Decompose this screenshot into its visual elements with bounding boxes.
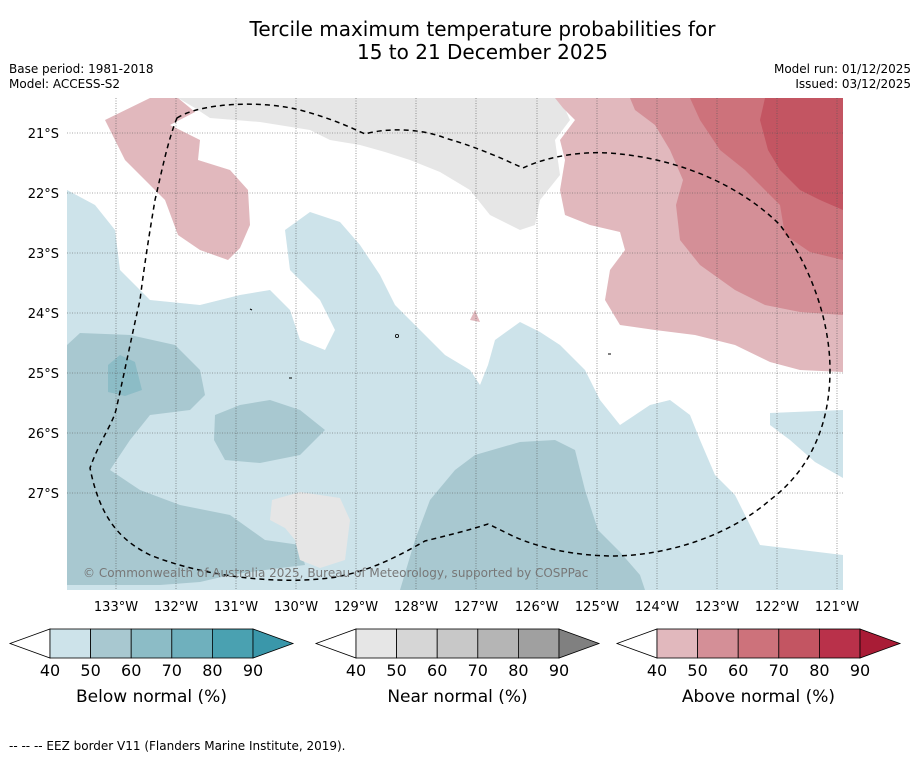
lat-label: 24°S: [28, 307, 59, 322]
issued-text: Issued: 03/12/2025: [795, 77, 911, 91]
above-normal-40-region-west: [105, 98, 250, 260]
colorbar-tick-label: 60: [427, 661, 447, 680]
lon-label: 129°W: [334, 600, 378, 615]
colorbar-segment: [656, 628, 698, 659]
model-info-left: Base period: 1981-2018 Model: ACCESS-S2: [9, 62, 154, 92]
colorbar-title: Near normal (%): [387, 687, 527, 707]
lon-label: 127°W: [454, 600, 498, 615]
colorbar-over-triangle: [859, 628, 902, 659]
colorbar-tick-label: 80: [202, 661, 222, 680]
lon-label: 126°W: [515, 600, 559, 615]
near-normal-region-south: [270, 492, 350, 568]
longitude-labels: 133°W 132°W 131°W 130°W 129°W 128°W 127°…: [94, 600, 859, 615]
title-line-1: Tercile maximum temperature probabilitie…: [249, 17, 716, 41]
colorbar-under-triangle: [314, 628, 357, 659]
colorbar-near: 40 50 60 70 80 90 Near normal (%): [314, 628, 601, 707]
colorbar-segment: [396, 628, 438, 659]
colorbar-tick-label: 40: [40, 661, 60, 680]
lon-label: 131°W: [214, 600, 258, 615]
colorbar-legends: 40 50 60 70 80 90 Below normal (%) 40 50 60 70 80 90…: [8, 628, 902, 707]
map-gridlines: [67, 98, 843, 590]
colorbar-tick-label: 70: [162, 661, 182, 680]
colorbar-tick-label: 80: [508, 661, 528, 680]
lat-label: 23°S: [28, 247, 59, 262]
colorbar-segment: [436, 628, 479, 659]
colorbar-segment: [90, 628, 132, 659]
colorbar-title: Below normal (%): [76, 687, 227, 707]
colorbar-segment: [518, 628, 560, 659]
colorbar-segment: [211, 628, 254, 659]
copyright-text: © Commonwealth of Australia 2025, Bureau…: [83, 566, 588, 580]
title-line-2: 15 to 21 December 2025: [356, 40, 608, 64]
colorbar-under-triangle: [8, 628, 51, 659]
colorbar-above: 40 50 60 70 80 90 Above normal (%): [615, 628, 902, 707]
lat-label: 25°S: [28, 367, 59, 382]
lat-label: 22°S: [28, 187, 59, 202]
colorbar-tick-label: 90: [850, 661, 870, 680]
below-normal-50-region-west: [67, 333, 305, 585]
colorbar-tick-label: 50: [80, 661, 100, 680]
model-info-right: Model run: 01/12/2025 Issued: 03/12/2025: [774, 62, 911, 92]
colorbar-segment: [477, 628, 519, 659]
lon-label: 133°W: [94, 600, 138, 615]
lon-label: 132°W: [154, 600, 198, 615]
latitude-labels: 21°S 22°S 23°S 24°S 25°S 26°S 27°S: [28, 127, 59, 502]
colorbar-segment: [49, 628, 91, 659]
below-normal-50-region-center: [214, 400, 325, 463]
colorbar-tick-label: 60: [121, 661, 141, 680]
eez-footnote: -- -- -- EEZ border V11 (Flanders Marine…: [9, 739, 346, 753]
colorbar-tick-label: 70: [769, 661, 789, 680]
model-run-text: Model run: 01/12/2025: [773, 62, 911, 76]
lat-label: 21°S: [28, 127, 59, 142]
colorbar-tick-label: 90: [549, 661, 569, 680]
colorbar-tick-label: 40: [346, 661, 366, 680]
lon-label: 130°W: [274, 600, 318, 615]
colorbar-segment: [697, 628, 739, 659]
colorbar-title: Above normal (%): [682, 687, 835, 707]
below-normal-50-region-south: [400, 440, 645, 590]
above-normal-70-region: [760, 98, 843, 210]
colorbar-tick-label: 90: [243, 661, 263, 680]
colorbar-tick-label: 50: [687, 661, 707, 680]
colorbar-tick-label: 60: [728, 661, 748, 680]
colorbar-tick-label: 80: [809, 661, 829, 680]
colorbar-over-triangle: [558, 628, 601, 659]
colorbar-segment: [819, 628, 861, 659]
base-period-text: Base period: 1981-2018: [9, 62, 154, 76]
eez-border-line: [89, 103, 831, 581]
colorbar-tick-label: 40: [647, 661, 667, 680]
below-normal-40-region: [67, 190, 843, 590]
below-normal-60-region: [108, 355, 142, 396]
map-title: Tercile maximum temperature probabilitie…: [0, 18, 919, 64]
colorbar-below: 40 50 60 70 80 90 Below normal (%): [8, 628, 295, 707]
colorbar-segment: [355, 628, 397, 659]
colorbar-tick-label: 50: [386, 661, 406, 680]
lon-label: 128°W: [394, 600, 438, 615]
colorbar-segment: [130, 628, 173, 659]
model-text: Model: ACCESS-S2: [9, 77, 121, 91]
lat-label: 27°S: [28, 487, 59, 502]
colorbar-over-triangle: [252, 628, 295, 659]
lon-label: 121°W: [815, 600, 859, 615]
colorbar-tick-label: 70: [468, 661, 488, 680]
lon-label: 124°W: [635, 600, 679, 615]
lon-label: 122°W: [755, 600, 799, 615]
colorbar-under-triangle: [615, 628, 658, 659]
colorbar-segment: [737, 628, 780, 659]
island-marker: [394, 333, 399, 338]
colorbar-segment: [778, 628, 820, 659]
lon-label: 125°W: [575, 600, 619, 615]
probability-map: © Commonwealth of Australia 2025, Bureau…: [67, 98, 843, 590]
above-normal-40-region-small: [470, 310, 480, 322]
lat-label: 26°S: [28, 427, 59, 442]
lon-label: 123°W: [695, 600, 739, 615]
near-normal-region-north: [178, 98, 570, 230]
island-marker: [249, 308, 253, 311]
colorbar-segment: [171, 628, 213, 659]
